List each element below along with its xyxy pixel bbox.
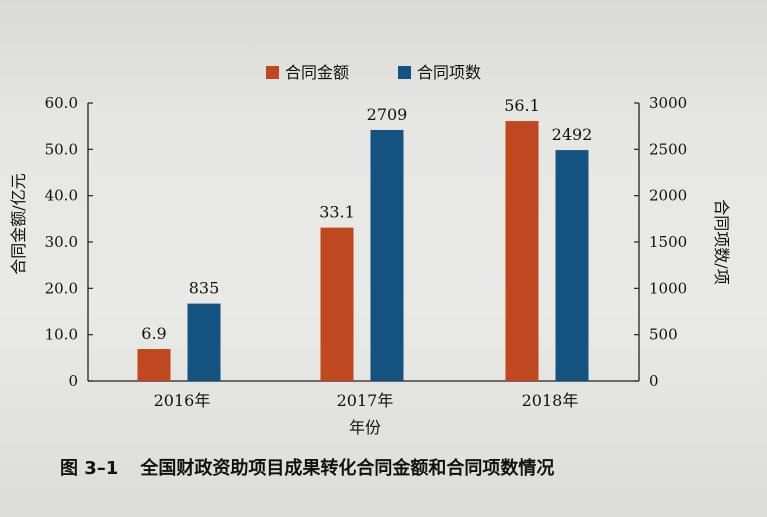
left-tick-label: 30.0 xyxy=(45,233,78,251)
caption-number: 图 3–1 xyxy=(60,458,119,479)
bar-data-label: 56.1 xyxy=(504,96,540,115)
left-tick-label: 0 xyxy=(68,372,78,390)
bar-amount xyxy=(320,227,354,381)
legend-label: 合同金额 xyxy=(285,63,349,82)
bar-count xyxy=(187,303,221,381)
right-tick-label: 2000 xyxy=(649,187,687,205)
right-tick-label: 0 xyxy=(649,372,659,390)
right-tick-label: 500 xyxy=(649,326,678,344)
bar-data-label: 2492 xyxy=(552,125,593,144)
right-tick-label: 3000 xyxy=(649,94,687,112)
right-tick-label: 2500 xyxy=(649,140,687,158)
legend-swatch xyxy=(266,66,279,79)
bar-data-label: 835 xyxy=(189,279,220,298)
left-tick-label: 40.0 xyxy=(45,187,78,205)
bar-data-label: 33.1 xyxy=(319,203,355,222)
axes: 0 10.0 20.0 30.0 40.0 50.0 60.0 0 500 1000 1500 200… xyxy=(9,94,731,437)
legend: 合同金额 合同项数 xyxy=(266,63,481,82)
right-axis-title: 合同项数/项 xyxy=(712,199,731,284)
bar-amount xyxy=(137,349,171,381)
legend-swatch xyxy=(398,66,411,79)
figure-caption: 图 3–1 全国财政资助项目成果转化合同金额和合同项数情况 xyxy=(60,454,740,484)
bar-amount xyxy=(505,121,539,381)
bars: 6.9 33.1 56.1 835 2709 2492 xyxy=(137,96,593,381)
bar-data-label: 6.9 xyxy=(141,324,166,343)
left-axis-title: 合同金额/亿元 xyxy=(9,173,28,274)
right-tick-label: 1500 xyxy=(649,233,687,251)
x-axis-title: 年份 xyxy=(349,418,381,437)
left-tick-label: 20.0 xyxy=(45,279,78,297)
bar-count xyxy=(555,150,589,381)
x-category-label: 2016年 xyxy=(154,391,211,410)
caption-text: 全国财政资助项目成果转化合同金额和合同项数情况 xyxy=(140,458,555,479)
x-category-label: 2017年 xyxy=(337,391,394,410)
bar-count xyxy=(370,129,404,381)
left-tick-label: 10.0 xyxy=(45,326,78,344)
left-tick-label: 60.0 xyxy=(45,94,78,112)
right-tick-label: 1000 xyxy=(649,279,687,297)
legend-label: 合同项数 xyxy=(417,63,481,82)
bar-data-label: 2709 xyxy=(367,105,408,124)
x-category-label: 2018年 xyxy=(522,391,579,410)
bar-chart: 合同金额 合同项数 0 10.0 20.0 30.0 40.0 50.0 60.0 0 500 10… xyxy=(9,63,731,437)
left-tick-label: 50.0 xyxy=(45,140,78,158)
